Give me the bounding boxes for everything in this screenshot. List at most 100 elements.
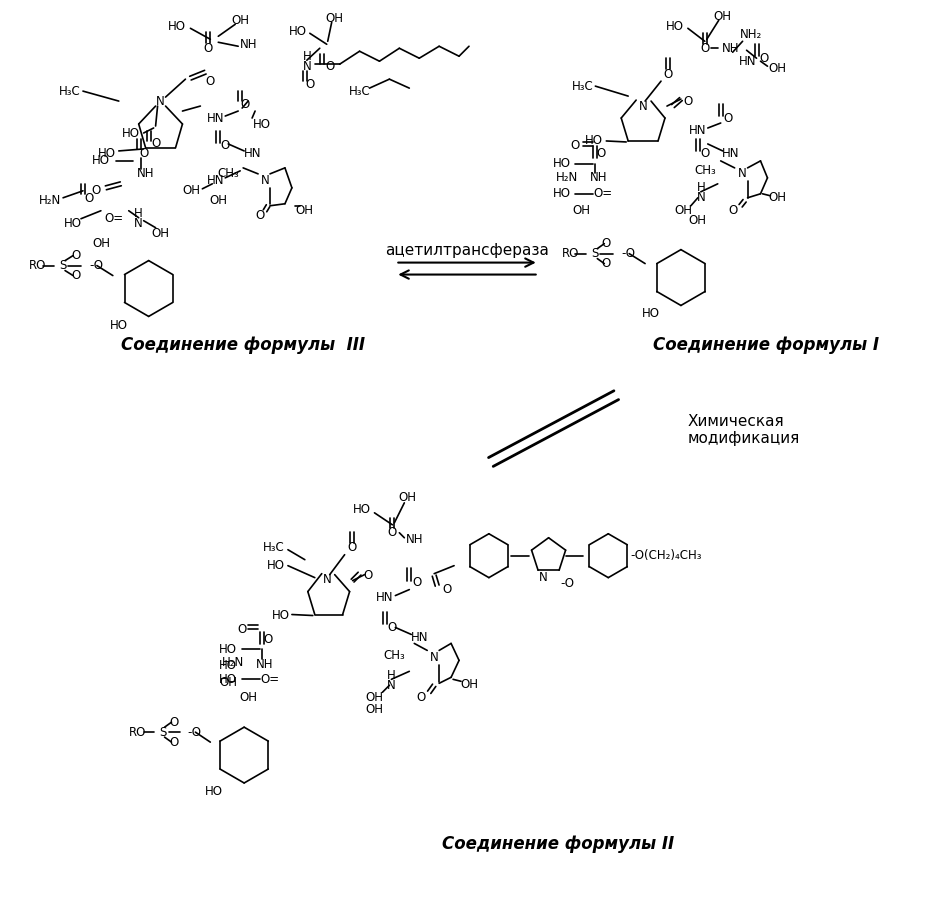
Text: N: N [639,99,648,113]
Text: O=: O= [104,212,124,225]
Text: OH: OH [572,204,590,217]
Text: CH₃: CH₃ [383,649,405,662]
Text: CH₃: CH₃ [217,168,239,180]
Text: H₃C: H₃C [572,79,594,93]
Text: OH: OH [152,227,170,241]
Text: HN: HN [722,148,739,160]
Text: O: O [664,67,673,81]
Text: O: O [204,42,213,55]
Text: O: O [347,541,356,554]
Text: HO: HO [92,154,110,168]
Text: Соединение формулы  III: Соединение формулы III [121,336,364,354]
Text: NH₂: NH₂ [739,28,762,41]
Text: OH: OH [365,691,383,704]
Text: HO: HO [272,609,290,622]
Text: HO: HO [352,504,371,517]
Text: NH: NH [256,658,274,670]
Text: CH₃: CH₃ [694,164,716,178]
Text: N: N [539,571,548,584]
Text: Соединение формулы II: Соединение формулы II [443,834,675,853]
Text: HO: HO [167,20,185,33]
Text: NH: NH [137,168,155,180]
Text: HO: HO [666,20,684,33]
Text: O: O [305,77,314,90]
Text: HO: HO [98,148,116,160]
Text: HN: HN [244,148,261,160]
Text: O: O [72,249,80,262]
Text: OH: OH [295,204,313,217]
Text: O: O [92,184,100,198]
Text: O: O [139,148,148,160]
Text: OH: OH [92,237,110,251]
Text: -O: -O [89,259,103,272]
Text: HO: HO [219,643,237,656]
Text: OH: OH [326,12,344,25]
Text: O: O [238,623,246,636]
Text: HN: HN [207,111,224,125]
Text: O: O [241,97,250,110]
Text: OH: OH [219,676,237,689]
Text: H₃C: H₃C [263,541,285,554]
Text: NH: NH [722,42,739,55]
Text: O: O [84,192,93,205]
Text: O: O [362,569,372,582]
Text: O: O [683,95,693,107]
Text: O: O [723,111,733,125]
Text: N: N [261,174,269,188]
Text: O: O [388,527,397,539]
Text: N: N [302,60,312,73]
Text: HO: HO [219,659,237,671]
Text: O: O [416,691,426,704]
Text: HO: HO [122,128,140,140]
Text: OH: OH [239,691,257,704]
Text: OH: OH [768,62,786,75]
Text: OH: OH [768,191,786,204]
Text: HN: HN [739,55,756,67]
Text: H₃C: H₃C [59,85,81,97]
Text: OH: OH [182,184,200,198]
Text: -O: -O [188,726,201,739]
Text: NH: NH [590,171,607,184]
Text: H: H [697,181,705,194]
Text: O: O [72,269,80,282]
Text: H₂N: H₂N [222,656,244,669]
Text: NH: NH [406,533,423,547]
Text: O: O [443,583,452,596]
Text: Химическая
модификация: Химическая модификация [688,414,801,446]
Text: S: S [59,259,67,272]
Text: OH: OH [398,491,416,505]
Text: O: O [571,139,580,152]
Text: O: O [221,139,230,152]
Text: N: N [156,95,165,107]
Text: O: O [601,257,611,270]
Text: O: O [169,735,178,749]
Text: HO: HO [267,559,285,572]
Text: O: O [151,138,160,150]
Text: H: H [387,669,396,681]
Text: HO: HO [219,673,237,686]
Text: RO: RO [29,259,46,272]
Text: -O(CH₂)₄CH₃: -O(CH₂)₄CH₃ [631,549,701,562]
Text: HO: HO [642,307,660,320]
Text: N: N [387,679,396,691]
Text: N: N [697,191,705,204]
Text: O=: O= [594,188,613,200]
Text: HO: HO [552,158,570,170]
Text: H₂N: H₂N [39,194,61,208]
Text: HO: HO [253,118,271,130]
Text: OH: OH [689,214,707,227]
Text: S: S [159,726,166,739]
Text: NH: NH [240,37,257,51]
Text: OH: OH [231,14,249,26]
Text: O: O [263,633,273,646]
Text: OH: OH [210,194,228,208]
Text: HN: HN [689,125,706,138]
Text: O: O [169,716,178,729]
Text: N: N [430,650,439,664]
Text: H: H [134,207,143,220]
Text: N: N [738,168,747,180]
Text: HO: HO [289,25,307,37]
Text: Соединение формулы I: Соединение формулы I [653,336,879,354]
Text: O: O [728,204,737,217]
Text: O: O [700,148,710,160]
